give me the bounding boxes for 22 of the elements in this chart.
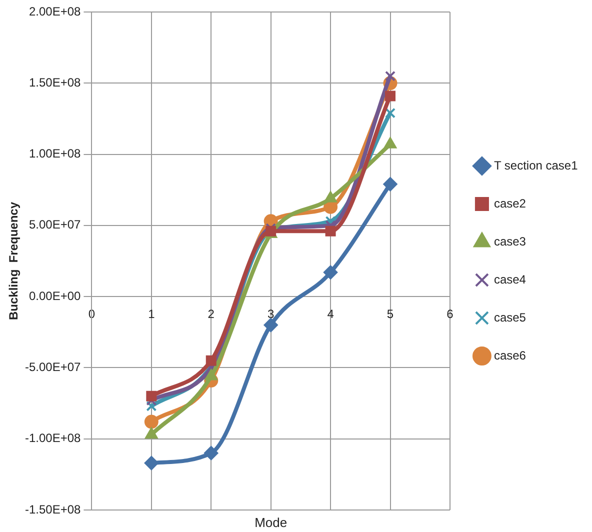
legend-label: T section case1 xyxy=(494,158,578,172)
y-tick-label: 1.50E+08 xyxy=(28,75,82,90)
legend-label: case5 xyxy=(494,310,526,324)
x-axis-title: Mode xyxy=(254,515,288,530)
y-tick-label: -1.50E+08 xyxy=(24,502,82,516)
legend-label: case6 xyxy=(494,348,526,362)
legend-label: case4 xyxy=(494,272,526,286)
x-tick-label: 3 xyxy=(267,307,274,322)
x-tick-label: 6 xyxy=(446,307,454,322)
x-tick-label: 5 xyxy=(386,307,394,322)
y-tick-label: 2.00E+08 xyxy=(28,4,82,18)
y-tick-label: 1.00E+08 xyxy=(28,146,82,161)
legend-label: case2 xyxy=(494,196,526,210)
y-tick-label: -1.00E+08 xyxy=(24,431,82,446)
y-tick-label: -5.00E+07 xyxy=(24,360,82,374)
x-tick-label: 1 xyxy=(148,307,156,322)
y-axis-title: Buckling Frequency xyxy=(6,202,20,320)
y-tick-label: 0.00E+00 xyxy=(28,288,82,303)
x-tick-label: 4 xyxy=(327,307,334,322)
legend-label: case3 xyxy=(494,234,526,248)
x-tick-label: 2 xyxy=(208,307,215,322)
y-tick-label: 5.00E+07 xyxy=(28,218,82,232)
